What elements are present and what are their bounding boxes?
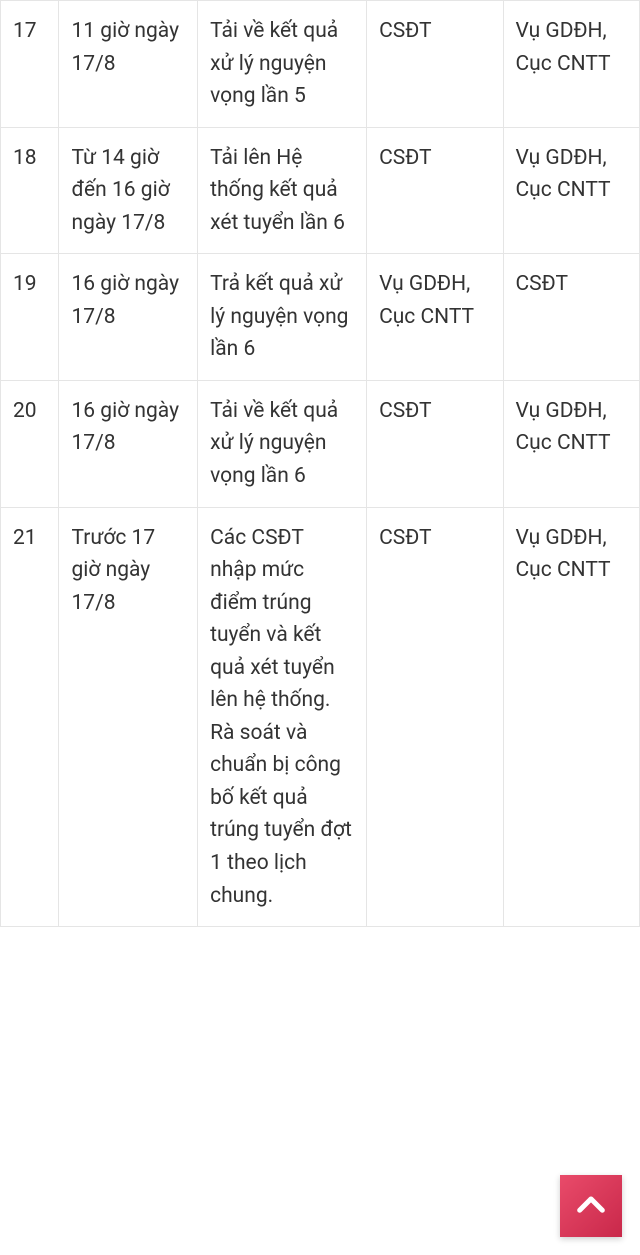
scroll-to-top-button[interactable] — [560, 1175, 622, 1237]
cell-desc: Tải về kết quả xử lý nguyện vọng lần 5 — [198, 1, 367, 128]
schedule-table: 17 11 giờ ngày 17/8 Tải về kết quả xử lý… — [0, 0, 640, 927]
schedule-table-body: 17 11 giờ ngày 17/8 Tải về kết quả xử lý… — [1, 1, 640, 927]
cell-col-b: Vụ GDĐH, Cục CNTT — [503, 1, 639, 128]
cell-col-a: CSĐT — [367, 1, 503, 128]
cell-time: Từ 14 giờ đến 16 giờ ngày 17/8 — [59, 127, 198, 254]
cell-time: Trước 17 giờ ngày 17/8 — [59, 507, 198, 927]
table-row: 21 Trước 17 giờ ngày 17/8 Các CSĐT nhập … — [1, 507, 640, 927]
cell-num: 18 — [1, 127, 59, 254]
cell-col-a: CSĐT — [367, 127, 503, 254]
cell-num: 17 — [1, 1, 59, 128]
cell-desc: Các CSĐT nhập mức điểm trúng tuyển và kế… — [198, 507, 367, 927]
cell-col-b: Vụ GDĐH, Cục CNTT — [503, 127, 639, 254]
cell-desc: Tải về kết quả xử lý nguyện vọng lần 6 — [198, 380, 367, 507]
cell-col-a: Vụ GDĐH, Cục CNTT — [367, 254, 503, 381]
cell-time: 11 giờ ngày 17/8 — [59, 1, 198, 128]
cell-col-b: CSĐT — [503, 254, 639, 381]
table-row: 18 Từ 14 giờ đến 16 giờ ngày 17/8 Tải lê… — [1, 127, 640, 254]
cell-num: 21 — [1, 507, 59, 927]
table-row: 20 16 giờ ngày 17/8 Tải về kết quả xử lý… — [1, 380, 640, 507]
cell-num: 19 — [1, 254, 59, 381]
cell-col-b: Vụ GDĐH, Cục CNTT — [503, 380, 639, 507]
cell-col-a: CSĐT — [367, 507, 503, 927]
cell-col-b: Vụ GDĐH, Cục CNTT — [503, 507, 639, 927]
table-row: 17 11 giờ ngày 17/8 Tải về kết quả xử lý… — [1, 1, 640, 128]
cell-col-a: CSĐT — [367, 380, 503, 507]
table-row: 19 16 giờ ngày 17/8 Trả kết quả xử lý ng… — [1, 254, 640, 381]
cell-num: 20 — [1, 380, 59, 507]
cell-time: 16 giờ ngày 17/8 — [59, 380, 198, 507]
cell-desc: Tải lên Hệ thống kết quả xét tuyển lần 6 — [198, 127, 367, 254]
cell-desc: Trả kết quả xử lý nguyện vọng lần 6 — [198, 254, 367, 381]
cell-time: 16 giờ ngày 17/8 — [59, 254, 198, 381]
chevron-up-icon — [574, 1189, 608, 1223]
